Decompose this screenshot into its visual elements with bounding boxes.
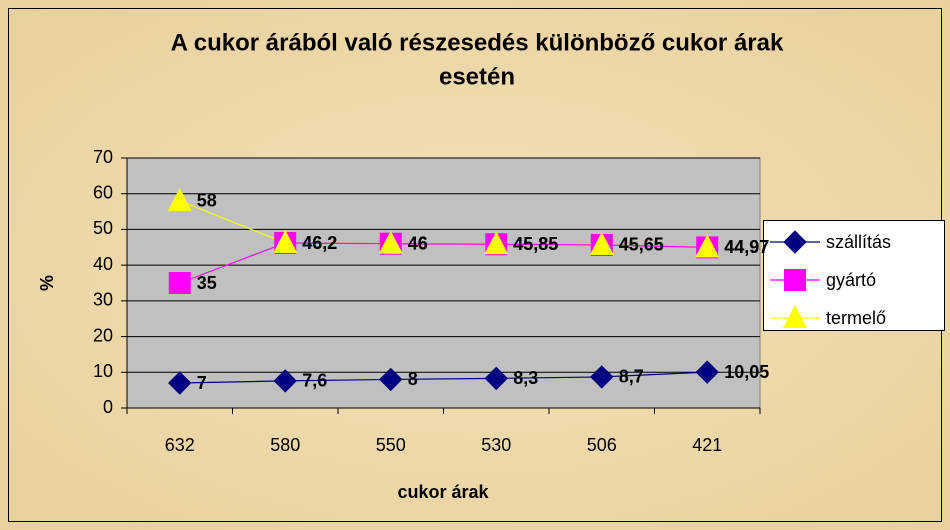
data-label: 8,3 [513,368,538,388]
data-point [167,187,192,211]
legend-marker [783,230,807,254]
data-label: 45,65 [619,235,664,255]
x-tick-label: 580 [270,435,300,455]
y-tick-label: 30 [93,290,113,310]
data-point [589,231,614,255]
data-label: 46 [408,233,428,253]
chart-title: A cukor árából való részesedés különböző… [171,29,784,56]
data-label: 44,97 [724,237,769,257]
data-label: 44,97 [724,237,769,257]
data-label: 45,65 [619,235,664,255]
y-tick-label: 60 [93,182,113,202]
y-axis-title: % [37,275,57,291]
legend-marker [783,305,807,328]
x-tick-label: 421 [692,435,722,455]
data-point [273,230,298,253]
data-point [695,234,720,258]
y-tick-label: 70 [93,147,113,167]
data-point [379,367,403,392]
x-axis-title: cukor árak [397,482,489,502]
data-point [168,272,191,294]
x-tick-label: 530 [481,435,511,455]
data-label: 10,05 [724,362,769,382]
data-label: 58 [197,191,217,211]
legend-label: szállítás [826,232,891,252]
y-tick-label: 50 [93,218,113,238]
chart-title: esetén [439,63,515,90]
y-tick-label: 20 [93,325,113,345]
legend-label: gyártó [826,270,876,290]
data-point [484,231,509,255]
plot-area [126,157,761,409]
y-tick-label: 0 [103,397,113,417]
legend-label: termelő [826,308,886,328]
data-label: 46,2 [302,233,337,253]
data-label: 8,7 [619,367,644,387]
data-label: 45,85 [513,234,558,254]
data-label: 7 [197,373,207,393]
y-tick-label: 40 [93,254,113,274]
legend-marker [784,269,806,291]
x-tick-label: 550 [376,435,406,455]
series-line [179,371,708,384]
data-point [273,369,297,393]
data-label: 46 [408,233,428,253]
data-label: 7,6 [302,371,327,391]
data-point [484,366,508,391]
x-tick-label: 506 [587,435,617,455]
data-label: 45,85 [513,234,558,254]
y-tick-label: 10 [93,361,113,381]
series-line [179,242,708,284]
data-label: 46,2 [302,233,337,253]
data-point [590,365,614,389]
data-label: 35 [197,273,217,293]
data-point [378,230,403,254]
data-point [168,371,192,395]
x-tick-label: 632 [165,435,195,455]
data-label: 8 [408,369,418,389]
data-point [695,360,719,384]
